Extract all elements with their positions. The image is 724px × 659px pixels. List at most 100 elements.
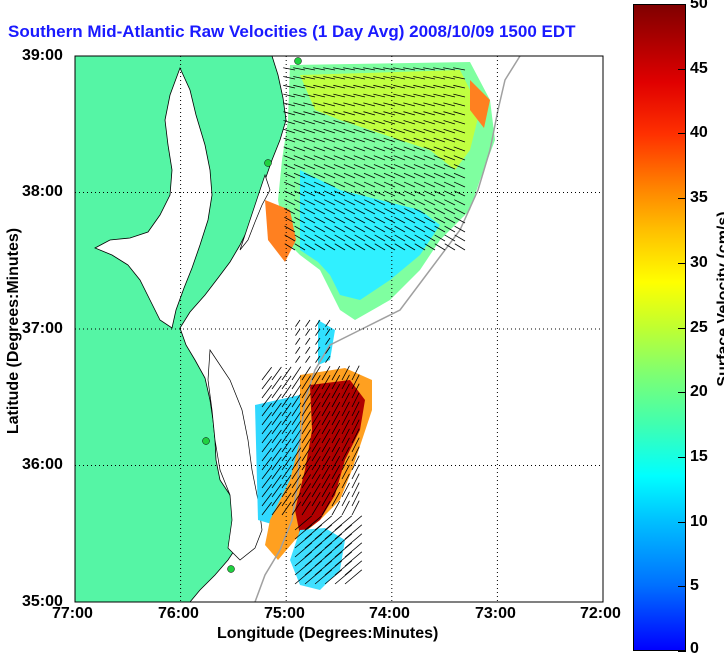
velocity-arrow (284, 234, 296, 242)
velocity-arrow (283, 172, 296, 179)
colorbar-tick-label: 10 (690, 513, 708, 530)
velocity-arrow (294, 234, 306, 242)
x-axis-label: Longitude (Degrees:Minutes) (217, 625, 439, 642)
velocity-arrow (323, 67, 336, 71)
velocity-arrow (373, 190, 386, 197)
velocity-arrow (373, 120, 386, 125)
velocity-arrow (454, 208, 466, 215)
velocity-arrow (295, 319, 301, 327)
velocity-arrow (404, 208, 416, 215)
velocity-arrow (324, 542, 343, 558)
velocity-arrow (311, 474, 321, 489)
velocity-arrow (344, 515, 363, 531)
velocity-arrow (413, 120, 426, 125)
velocity-arrow (323, 76, 336, 80)
colorbar-tick-mark (678, 586, 686, 587)
velocity-arrow (294, 569, 313, 585)
velocity-arrow (343, 137, 356, 143)
velocity-arrow (295, 346, 301, 354)
velocity-arrow (314, 569, 333, 585)
x-tick-label: 75:00 (264, 605, 305, 622)
velocity-arrow (353, 164, 366, 170)
velocity-arrow (453, 84, 466, 89)
velocity-arrow (321, 464, 331, 480)
velocity-arrow (434, 208, 446, 215)
x-tick-label: 72:00 (580, 605, 621, 622)
velocity-arrow (404, 243, 416, 251)
velocity-arrow (363, 137, 376, 143)
velocity-arrow (434, 216, 446, 224)
velocity-arrow (314, 515, 333, 531)
velocity-arrow (404, 234, 416, 242)
velocity-arrow (333, 128, 346, 134)
velocity-arrow (324, 234, 336, 242)
velocity-arrow (394, 225, 406, 233)
velocity-arrow (363, 128, 376, 134)
velocity-arrow (454, 225, 466, 233)
velocity-arrow (344, 560, 363, 576)
velocity-arrow (283, 190, 296, 197)
velocity-arrow (301, 402, 311, 417)
velocity-arrow (331, 374, 341, 390)
velocity-arrow (364, 216, 376, 224)
velocity-arrow (444, 199, 456, 206)
colorbar-tick-label: 5 (690, 577, 699, 594)
velocity-arrow (321, 401, 331, 417)
velocity-arrow (423, 111, 436, 116)
velocity-arrow (423, 84, 436, 89)
velocity-arrow (283, 164, 296, 170)
velocity-arrow (305, 328, 311, 336)
velocity-arrow (333, 120, 346, 125)
velocity-arrow (453, 102, 466, 107)
velocity-arrow (393, 102, 406, 107)
velocity-arrow (261, 447, 272, 462)
velocity-arrow (353, 155, 366, 161)
velocity-arrow (261, 429, 272, 444)
velocity-arrow (311, 438, 321, 453)
velocity-arrow (351, 401, 360, 417)
velocity-arrow (271, 393, 282, 408)
velocity-arrow (443, 181, 456, 188)
velocity-arrow (414, 216, 426, 224)
velocity-arrow (303, 128, 316, 134)
velocity-arrow (311, 366, 321, 381)
velocity-arrow (341, 410, 350, 426)
velocity-arrow (313, 102, 326, 107)
velocity-arrow (333, 137, 346, 143)
velocity-arrow (363, 146, 376, 152)
velocity-arrow (363, 111, 376, 116)
velocity-arrow (364, 234, 376, 242)
velocity-arrow (283, 102, 296, 107)
velocity-arrow (341, 419, 350, 435)
velocity-arrow (333, 93, 346, 98)
velocity-arrow (261, 402, 272, 417)
velocity-arrow (333, 164, 346, 170)
velocity-arrow (343, 76, 356, 80)
velocity-arrow (281, 492, 292, 507)
colorbar-tick-mark (678, 69, 686, 70)
velocity-arrow (343, 164, 356, 170)
velocity-arrow (323, 164, 336, 170)
velocity-arrow (313, 128, 326, 134)
colorbar-tick-mark (678, 392, 686, 393)
velocity-arrow (293, 155, 306, 161)
velocity-arrow (343, 120, 356, 125)
velocity-arrow (261, 501, 272, 516)
colorbar-label: Surface Velocity (cm/s) (715, 211, 724, 387)
velocity-arrow (403, 111, 416, 116)
velocity-arrow (344, 569, 363, 585)
velocity-arrow (294, 199, 306, 206)
velocity-arrow (304, 515, 323, 531)
y-tick-label: 36:00 (22, 456, 63, 473)
velocity-arrow (394, 208, 406, 215)
velocity-arrow (403, 128, 416, 134)
velocity-arrow (301, 384, 311, 399)
colorbar (633, 4, 686, 651)
velocity-arrow (314, 524, 333, 540)
velocity-arrow (423, 128, 436, 134)
velocity-arrow (295, 328, 301, 336)
colorbar-tick-label: 45 (690, 60, 708, 77)
velocity-arrow (324, 208, 336, 215)
velocity-arrow (373, 111, 386, 116)
